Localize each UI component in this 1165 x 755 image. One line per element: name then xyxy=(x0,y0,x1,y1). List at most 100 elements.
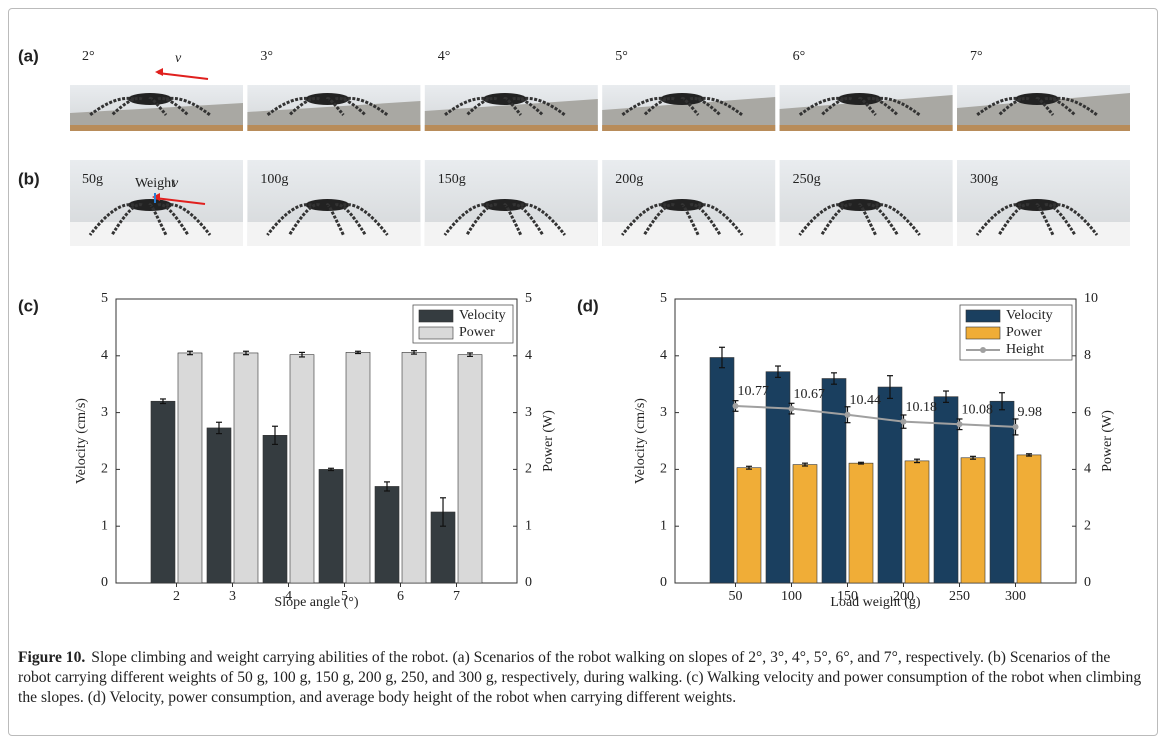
legend-label: Power xyxy=(1006,325,1042,340)
bar xyxy=(458,355,482,583)
panel-label: (d) xyxy=(577,296,599,315)
velocity-arrow xyxy=(158,73,208,79)
legend-label: Height xyxy=(1006,342,1044,357)
velocity-symbol: v xyxy=(175,51,182,66)
bar xyxy=(1017,455,1041,583)
caption-label: Figure 10. xyxy=(18,649,85,666)
y-tick-label: 1 xyxy=(660,518,667,533)
legend-label: Velocity xyxy=(1006,308,1053,323)
frame-label: 2° xyxy=(82,49,95,64)
frame-label: 50g xyxy=(82,172,103,187)
y2-tick-label: 3 xyxy=(525,405,532,420)
height-value-label: 9.98 xyxy=(1018,405,1042,420)
y-axis-label: Velocity (cm/s) xyxy=(633,398,648,484)
height-point xyxy=(901,419,907,425)
bar xyxy=(290,355,314,583)
height-value-label: 10.08 xyxy=(962,402,994,417)
frame-label: 3° xyxy=(260,49,273,64)
bar xyxy=(990,401,1014,583)
x-tick-label: 2 xyxy=(173,589,180,604)
y-tick-label: 0 xyxy=(660,575,667,590)
board-edge xyxy=(602,125,775,131)
y2-tick-label: 2 xyxy=(1084,518,1091,533)
y-tick-label: 2 xyxy=(660,462,667,477)
arrow-head xyxy=(155,68,163,76)
y-tick-label: 3 xyxy=(101,405,108,420)
x-tick-label: 100 xyxy=(781,589,802,604)
y2-tick-label: 4 xyxy=(1084,462,1091,477)
bar xyxy=(402,352,426,583)
y2-axis-label: Power (W) xyxy=(1100,410,1115,472)
bar xyxy=(878,387,902,583)
caption-text: Slope climbing and weight carrying abili… xyxy=(18,649,1141,706)
panel-label: (c) xyxy=(18,296,39,315)
y-tick-label: 5 xyxy=(660,291,667,306)
floor xyxy=(602,222,775,246)
bar xyxy=(710,358,734,583)
x-tick-label: 3 xyxy=(229,589,236,604)
weight-label: Weight xyxy=(135,176,175,191)
height-value-label: 10.44 xyxy=(849,393,881,408)
y-tick-label: 5 xyxy=(101,291,108,306)
x-tick-label: 50 xyxy=(728,589,742,604)
board-edge xyxy=(957,125,1130,131)
bar xyxy=(849,463,873,583)
y-tick-label: 3 xyxy=(660,405,667,420)
board-edge xyxy=(70,125,243,131)
y2-tick-label: 6 xyxy=(1084,405,1091,420)
bar xyxy=(207,428,231,583)
y-tick-label: 0 xyxy=(101,575,108,590)
legend-swatch xyxy=(419,327,453,339)
floor xyxy=(70,222,243,246)
height-point xyxy=(1013,424,1019,430)
height-point xyxy=(957,421,963,427)
frame-label: 200g xyxy=(615,172,643,187)
frame-label: 5° xyxy=(615,49,628,64)
y-axis-label: Velocity (cm/s) xyxy=(74,398,89,484)
height-point xyxy=(844,412,850,418)
bar xyxy=(822,379,846,583)
y2-tick-label: 0 xyxy=(525,575,532,590)
y-tick-label: 4 xyxy=(660,348,667,363)
y2-tick-label: 8 xyxy=(1084,348,1091,363)
bar xyxy=(737,468,761,583)
legend-swatch xyxy=(419,310,453,322)
frame-label: 6° xyxy=(793,49,806,64)
y-tick-label: 1 xyxy=(101,518,108,533)
y2-tick-label: 5 xyxy=(525,291,532,306)
x-tick-label: 250 xyxy=(949,589,970,604)
height-value-label: 10.77 xyxy=(737,384,769,399)
board-edge xyxy=(425,125,598,131)
bar xyxy=(346,352,370,583)
caption: Figure 10.Slope climbing and weight carr… xyxy=(18,648,1143,708)
frame-label: 4° xyxy=(438,49,451,64)
y-tick-label: 4 xyxy=(101,348,108,363)
height-value-label: 10.67 xyxy=(793,387,825,402)
legend-label: Velocity xyxy=(459,308,506,323)
bar xyxy=(178,353,202,583)
height-value-label: 10.18 xyxy=(906,400,938,415)
x-axis-label: Slope angle (°) xyxy=(274,595,358,610)
x-tick-label: 300 xyxy=(1005,589,1026,604)
bar xyxy=(151,401,175,583)
bar xyxy=(961,458,985,583)
figure: (a)2°3°4°5°6°7°v(b)50g100g150g200g250g30… xyxy=(0,0,1165,640)
board-edge xyxy=(780,125,953,131)
floor xyxy=(780,222,953,246)
bar xyxy=(319,469,343,583)
floor xyxy=(957,222,1130,246)
frame-label: 250g xyxy=(793,172,821,187)
frame-label: 150g xyxy=(438,172,466,187)
legend-swatch xyxy=(966,310,1000,322)
height-point xyxy=(732,403,738,409)
bar xyxy=(766,372,790,583)
panel-label: (b) xyxy=(18,169,40,188)
y-tick-label: 2 xyxy=(101,462,108,477)
legend-label: Power xyxy=(459,325,495,340)
page: (a)2°3°4°5°6°7°v(b)50g100g150g200g250g30… xyxy=(0,0,1165,755)
frame-label: 300g xyxy=(970,172,998,187)
floor xyxy=(425,222,598,246)
x-tick-label: 6 xyxy=(397,589,404,604)
y2-tick-label: 0 xyxy=(1084,575,1091,590)
bar xyxy=(793,465,817,583)
